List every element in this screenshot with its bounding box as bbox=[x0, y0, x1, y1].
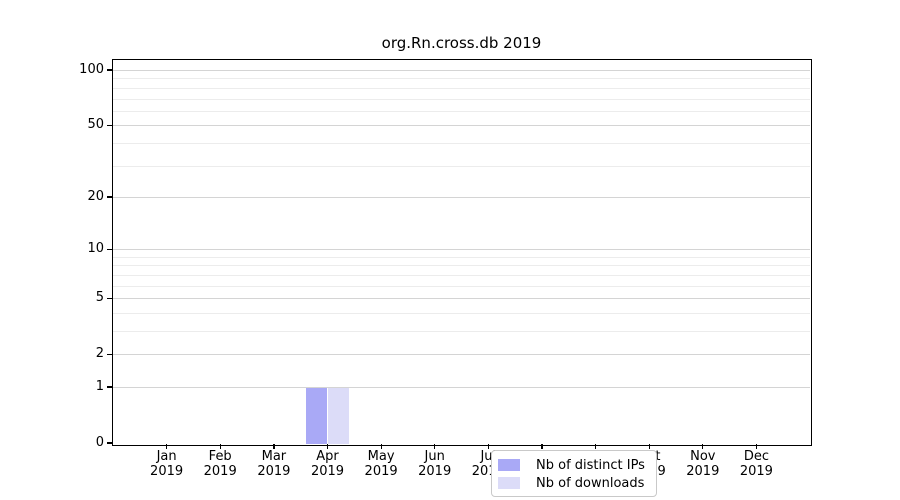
x-axis-tick bbox=[541, 444, 543, 449]
x-tick-label: Jun 2019 bbox=[418, 449, 452, 479]
gridline-major bbox=[113, 249, 810, 251]
gridline-minor bbox=[113, 312, 810, 314]
legend-label-downloads: Nb of downloads bbox=[536, 475, 645, 491]
gridline-minor bbox=[113, 87, 810, 89]
y-axis-tick bbox=[106, 196, 112, 198]
gridline-minor bbox=[113, 256, 810, 258]
bar-distinct-ips bbox=[306, 387, 328, 444]
chart-title: org.Rn.cross.db 2019 bbox=[381, 34, 542, 52]
y-tick-label: 0 bbox=[95, 435, 104, 450]
gridline-minor bbox=[113, 110, 810, 112]
gridline-major bbox=[113, 354, 810, 356]
y-axis-tick bbox=[106, 386, 112, 388]
x-axis-tick bbox=[487, 444, 489, 449]
x-axis-tick bbox=[595, 444, 597, 449]
legend-label-distinct-ips: Nb of distinct IPs bbox=[536, 457, 645, 473]
y-tick-label: 5 bbox=[95, 290, 104, 306]
x-tick-label: Apr 2019 bbox=[310, 449, 345, 479]
y-axis-tick bbox=[106, 353, 112, 355]
y-axis-tick bbox=[106, 442, 112, 444]
x-axis-tick bbox=[648, 444, 650, 449]
x-tick-label: Jan 2019 bbox=[150, 449, 184, 479]
gridline-major bbox=[113, 387, 810, 388]
x-axis-tick bbox=[702, 444, 704, 449]
bar-downloads bbox=[327, 387, 349, 444]
gridline-major bbox=[113, 298, 810, 300]
x-axis-tick bbox=[219, 444, 221, 449]
gridline-major bbox=[113, 196, 810, 198]
y-tick-label: 100 bbox=[79, 62, 104, 77]
y-tick-label: 1 bbox=[95, 379, 104, 394]
legend-item-distinct-ips: Nb of distinct IPs bbox=[492, 456, 656, 474]
y-tick-label: 10 bbox=[87, 241, 104, 257]
gridline-minor bbox=[113, 78, 810, 80]
y-axis-tick bbox=[106, 248, 112, 250]
x-axis-tick bbox=[434, 444, 436, 449]
x-tick-label: Nov 2019 bbox=[686, 449, 720, 479]
legend-swatch-downloads bbox=[498, 477, 520, 489]
x-axis-tick bbox=[273, 444, 275, 449]
gridline-major bbox=[113, 70, 810, 71]
x-axis-tick bbox=[166, 444, 168, 449]
y-axis-tick bbox=[106, 124, 112, 126]
x-tick-label: Dec 2019 bbox=[739, 449, 773, 479]
y-tick-label: 50 bbox=[87, 117, 104, 133]
gridline-minor bbox=[113, 285, 810, 287]
y-axis-tick bbox=[106, 297, 112, 299]
legend-item-downloads: Nb of downloads bbox=[492, 474, 656, 492]
y-tick-label: 2 bbox=[95, 346, 104, 362]
y-tick-label: 20 bbox=[87, 188, 104, 204]
gridline-major bbox=[113, 125, 810, 127]
gridline-minor bbox=[113, 274, 810, 276]
y-axis-tick bbox=[106, 69, 112, 71]
gridline-minor bbox=[113, 265, 810, 267]
x-tick-label: Feb 2019 bbox=[203, 449, 237, 479]
gridline-minor bbox=[113, 98, 810, 100]
gridline-minor bbox=[113, 331, 810, 332]
legend-swatch-distinct-ips bbox=[498, 459, 520, 471]
gridline-minor bbox=[113, 142, 810, 144]
x-axis-tick bbox=[380, 444, 382, 449]
x-tick-label: May 2019 bbox=[364, 449, 398, 479]
x-axis-tick bbox=[326, 444, 329, 449]
gridline-minor bbox=[113, 165, 810, 167]
x-axis-tick bbox=[755, 444, 758, 449]
x-tick-label: Mar 2019 bbox=[257, 449, 291, 479]
legend: Nb of distinct IPs Nb of downloads bbox=[491, 450, 657, 497]
